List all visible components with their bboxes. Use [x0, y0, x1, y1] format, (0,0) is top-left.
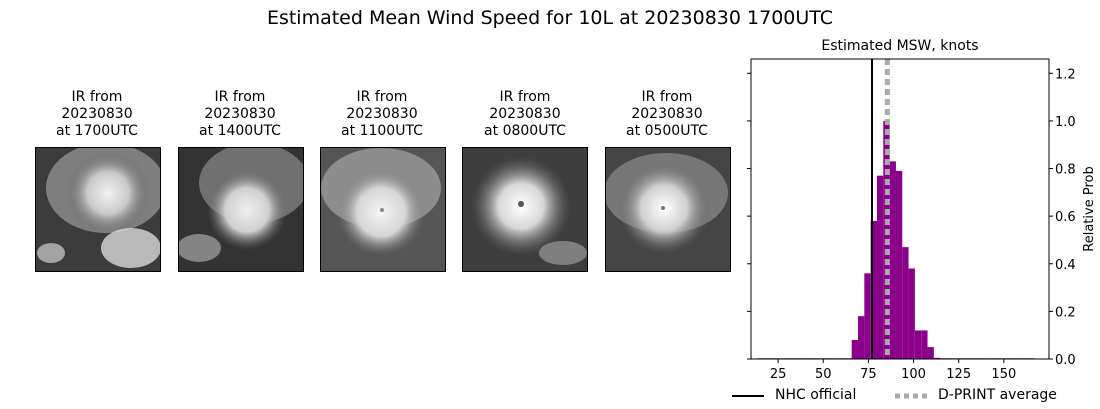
x-tick-label: 50 [815, 367, 832, 382]
histogram-bars [756, 120, 1036, 360]
caption-time: at 1100UTC [341, 123, 423, 139]
x-tick-label: 25 [770, 367, 787, 382]
caption-time: at 1700UTC [56, 123, 138, 139]
caption-date: 20230830 [631, 106, 703, 122]
caption-time: at 0500UTC [626, 123, 708, 139]
y-tick-label: 1.0 [1055, 115, 1076, 130]
caption-date: 20230830 [489, 106, 561, 122]
ir-panel-caption: IR from 20230830 at 0800UTC [460, 89, 590, 140]
caption-date: 20230830 [346, 106, 418, 122]
histogram-bar [870, 220, 877, 359]
caption-time: at 1400UTC [199, 123, 281, 139]
histogram-bar [876, 175, 884, 359]
satellite-ir-image [178, 147, 304, 272]
histogram-bar [864, 273, 871, 359]
x-tick-label: 150 [991, 367, 1016, 382]
ir-panel-caption: IR from 20230830 at 0500UTC [602, 89, 732, 140]
caption-date: 20230830 [204, 106, 276, 122]
caption-time: at 0800UTC [484, 123, 566, 139]
satellite-ir-image [605, 147, 731, 272]
satellite-ir-image [462, 147, 588, 272]
x-tick-label: 100 [901, 367, 926, 382]
histogram-bar [921, 330, 928, 359]
legend-label-dprint: D-PRINT average [938, 387, 1057, 403]
figure-title: Estimated Mean Wind Speed for 10L at 202… [266, 7, 834, 29]
caption-line: IR from [356, 89, 408, 105]
legend-swatch-dotted [895, 393, 931, 399]
histogram-bar [902, 247, 909, 359]
caption-date: 20230830 [61, 106, 133, 122]
caption-line: IR from [641, 89, 693, 105]
reference-lines [871, 59, 890, 359]
histogram-bar [908, 268, 915, 359]
y-tick-label: 0.4 [1055, 258, 1076, 273]
y-axis-right: 0.0 0.2 0.4 0.6 0.8 1.0 1.2 [747, 67, 1076, 368]
histogram-bar [858, 316, 865, 359]
y-tick-label: 0.2 [1055, 305, 1076, 320]
histogram-bar [851, 339, 859, 359]
histogram-bar [895, 170, 903, 359]
x-axis: 25 50 75 100 125 150 [770, 359, 1016, 382]
y-tick-label: 0.0 [1055, 353, 1076, 368]
satellite-ir-image [320, 147, 446, 272]
caption-line: IR from [71, 89, 123, 105]
legend-label-nhc: NHC official [775, 387, 857, 403]
ir-panel-caption: IR from 20230830 at 1100UTC [317, 89, 447, 140]
x-tick-label: 125 [946, 367, 971, 382]
ir-panel-caption: IR from 20230830 at 1400UTC [175, 89, 305, 140]
caption-line: IR from [214, 89, 266, 105]
y-tick-label: 1.2 [1055, 67, 1076, 82]
histogram-bar [927, 347, 934, 359]
histogram-bar [889, 161, 896, 359]
x-tick-label: 75 [860, 367, 877, 382]
y-tick-label: 0.6 [1055, 210, 1076, 225]
caption-line: IR from [499, 89, 551, 105]
chart-title: Estimated MSW, knots [821, 38, 978, 54]
satellite-ir-image [35, 147, 161, 272]
histogram-bar [914, 330, 922, 359]
histogram-bar [933, 357, 941, 359]
y-axis-label: Relative Prob [1082, 166, 1097, 251]
y-tick-label: 0.8 [1055, 163, 1076, 178]
ir-panel-caption: IR from 20230830 at 1700UTC [32, 89, 162, 140]
plot-frame [750, 58, 1050, 360]
legend-swatch-solid [732, 395, 764, 397]
